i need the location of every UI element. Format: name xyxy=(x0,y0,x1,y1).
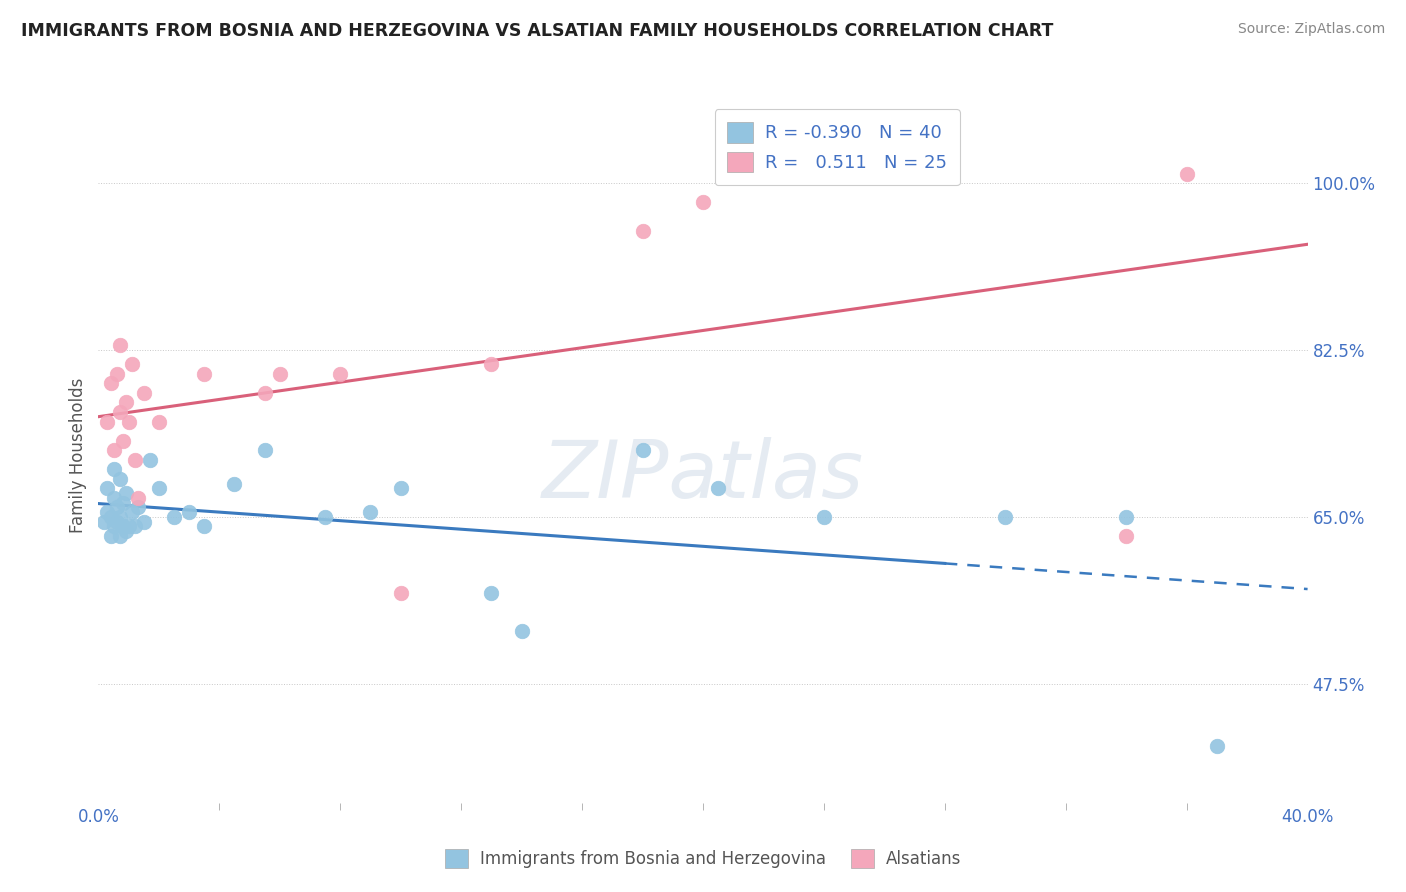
Point xyxy=(314,509,336,524)
Point xyxy=(105,500,128,515)
Text: ZIPatlas: ZIPatlas xyxy=(541,437,865,515)
Point xyxy=(132,386,155,401)
Point xyxy=(1115,529,1137,543)
Point xyxy=(100,376,122,391)
Point xyxy=(96,481,118,495)
Point xyxy=(111,519,134,533)
Point xyxy=(103,519,125,533)
Point xyxy=(105,367,128,381)
Point xyxy=(108,529,131,543)
Point xyxy=(100,529,122,543)
Point xyxy=(103,443,125,458)
Point xyxy=(100,509,122,524)
Point xyxy=(193,519,215,533)
Point xyxy=(179,505,201,519)
Text: Source: ZipAtlas.com: Source: ZipAtlas.com xyxy=(1237,22,1385,37)
Point xyxy=(121,505,143,519)
Point xyxy=(193,367,215,381)
Point xyxy=(124,452,146,467)
Legend: Immigrants from Bosnia and Herzegovina, Alsatians: Immigrants from Bosnia and Herzegovina, … xyxy=(439,842,967,874)
Point xyxy=(224,476,246,491)
Point xyxy=(510,624,533,639)
Point xyxy=(692,195,714,210)
Point xyxy=(108,405,131,419)
Point xyxy=(108,338,131,352)
Point xyxy=(114,486,136,500)
Point xyxy=(631,224,654,238)
Point xyxy=(707,481,730,495)
Point xyxy=(96,505,118,519)
Point xyxy=(389,586,412,600)
Point xyxy=(96,415,118,429)
Point xyxy=(108,509,131,524)
Point xyxy=(114,395,136,409)
Point xyxy=(253,386,276,401)
Point xyxy=(481,586,503,600)
Point xyxy=(127,491,149,505)
Point xyxy=(111,495,134,509)
Point xyxy=(1206,739,1229,753)
Point xyxy=(111,434,134,448)
Point xyxy=(1175,167,1198,181)
Point xyxy=(118,415,141,429)
Point xyxy=(139,452,162,467)
Point xyxy=(132,515,155,529)
Point xyxy=(389,481,412,495)
Point xyxy=(124,519,146,533)
Point xyxy=(329,367,352,381)
Point xyxy=(253,443,276,458)
Point xyxy=(934,167,956,181)
Point xyxy=(994,509,1017,524)
Point xyxy=(93,515,115,529)
Point xyxy=(1115,509,1137,524)
Point xyxy=(121,357,143,371)
Point xyxy=(105,515,128,529)
Point xyxy=(118,519,141,533)
Point xyxy=(163,509,186,524)
Point xyxy=(269,367,291,381)
Point xyxy=(631,443,654,458)
Point xyxy=(103,491,125,505)
Text: IMMIGRANTS FROM BOSNIA AND HERZEGOVINA VS ALSATIAN FAMILY HOUSEHOLDS CORRELATION: IMMIGRANTS FROM BOSNIA AND HERZEGOVINA V… xyxy=(21,22,1053,40)
Point xyxy=(481,357,503,371)
Y-axis label: Family Households: Family Households xyxy=(69,377,87,533)
Point xyxy=(103,462,125,476)
Point xyxy=(114,524,136,538)
Point xyxy=(148,415,170,429)
Point xyxy=(813,509,835,524)
Point xyxy=(127,500,149,515)
Point xyxy=(108,472,131,486)
Point xyxy=(360,505,382,519)
Point xyxy=(148,481,170,495)
